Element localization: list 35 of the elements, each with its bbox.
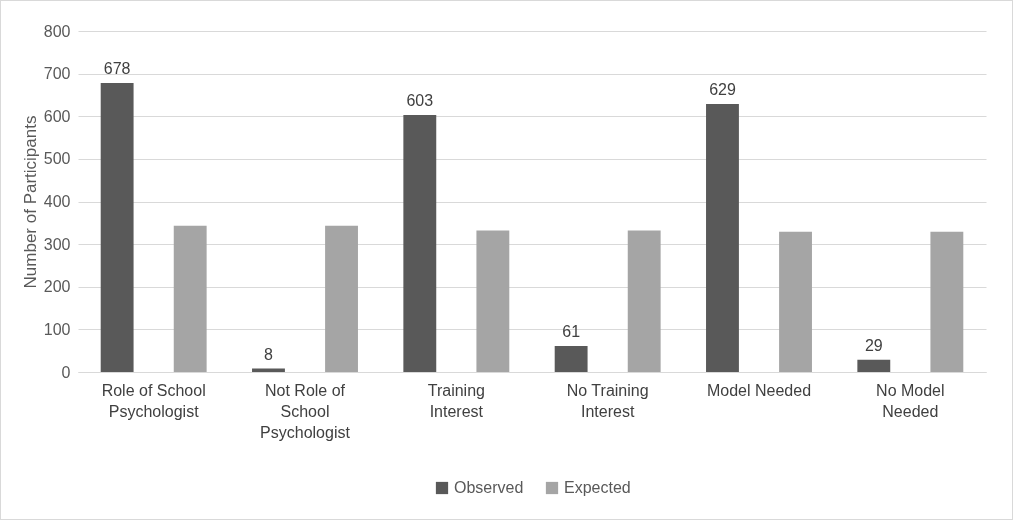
x-tick-label: Role of School Psychologist — [101, 381, 206, 420]
bar — [930, 231, 964, 372]
bar — [173, 225, 207, 372]
y-tick-label: 600 — [43, 107, 71, 125]
bar — [554, 346, 588, 372]
legend-label: Expected — [564, 479, 631, 496]
bar — [627, 230, 661, 372]
data-label: 678 — [103, 60, 131, 77]
legend-label: Observed — [454, 479, 524, 496]
bar — [476, 230, 510, 372]
bar — [325, 225, 358, 372]
y-tick-label: 500 — [43, 150, 71, 168]
data-label: 629 — [709, 80, 736, 98]
data-label: 8 — [264, 345, 274, 363]
x-tick-label: No Model Needed — [876, 381, 945, 420]
y-tick-label: 700 — [43, 65, 71, 83]
y-tick-label: 800 — [43, 22, 71, 40]
x-tick-label: Training Interest — [427, 381, 485, 420]
x-tick-label: Model Needed — [706, 381, 812, 399]
data-label: 603 — [406, 91, 434, 109]
bar — [779, 231, 812, 372]
data-label: 29 — [864, 336, 883, 354]
data-label: 61 — [562, 323, 581, 340]
x-tick-label: Not Role of School Psychologist — [260, 381, 351, 441]
bar — [857, 359, 891, 372]
y-tick-label: 200 — [43, 278, 71, 296]
x-tick-label: No Training Interest — [566, 381, 649, 420]
bar — [706, 103, 739, 372]
bar — [100, 83, 134, 372]
y-tick-label: 100 — [43, 320, 71, 338]
bar — [403, 114, 437, 372]
y-tick-label: 400 — [43, 193, 71, 210]
y-axis-title: Number of Participants — [20, 115, 40, 289]
y-tick-label: 0 — [61, 363, 71, 381]
y-tick-label: 300 — [43, 235, 71, 253]
